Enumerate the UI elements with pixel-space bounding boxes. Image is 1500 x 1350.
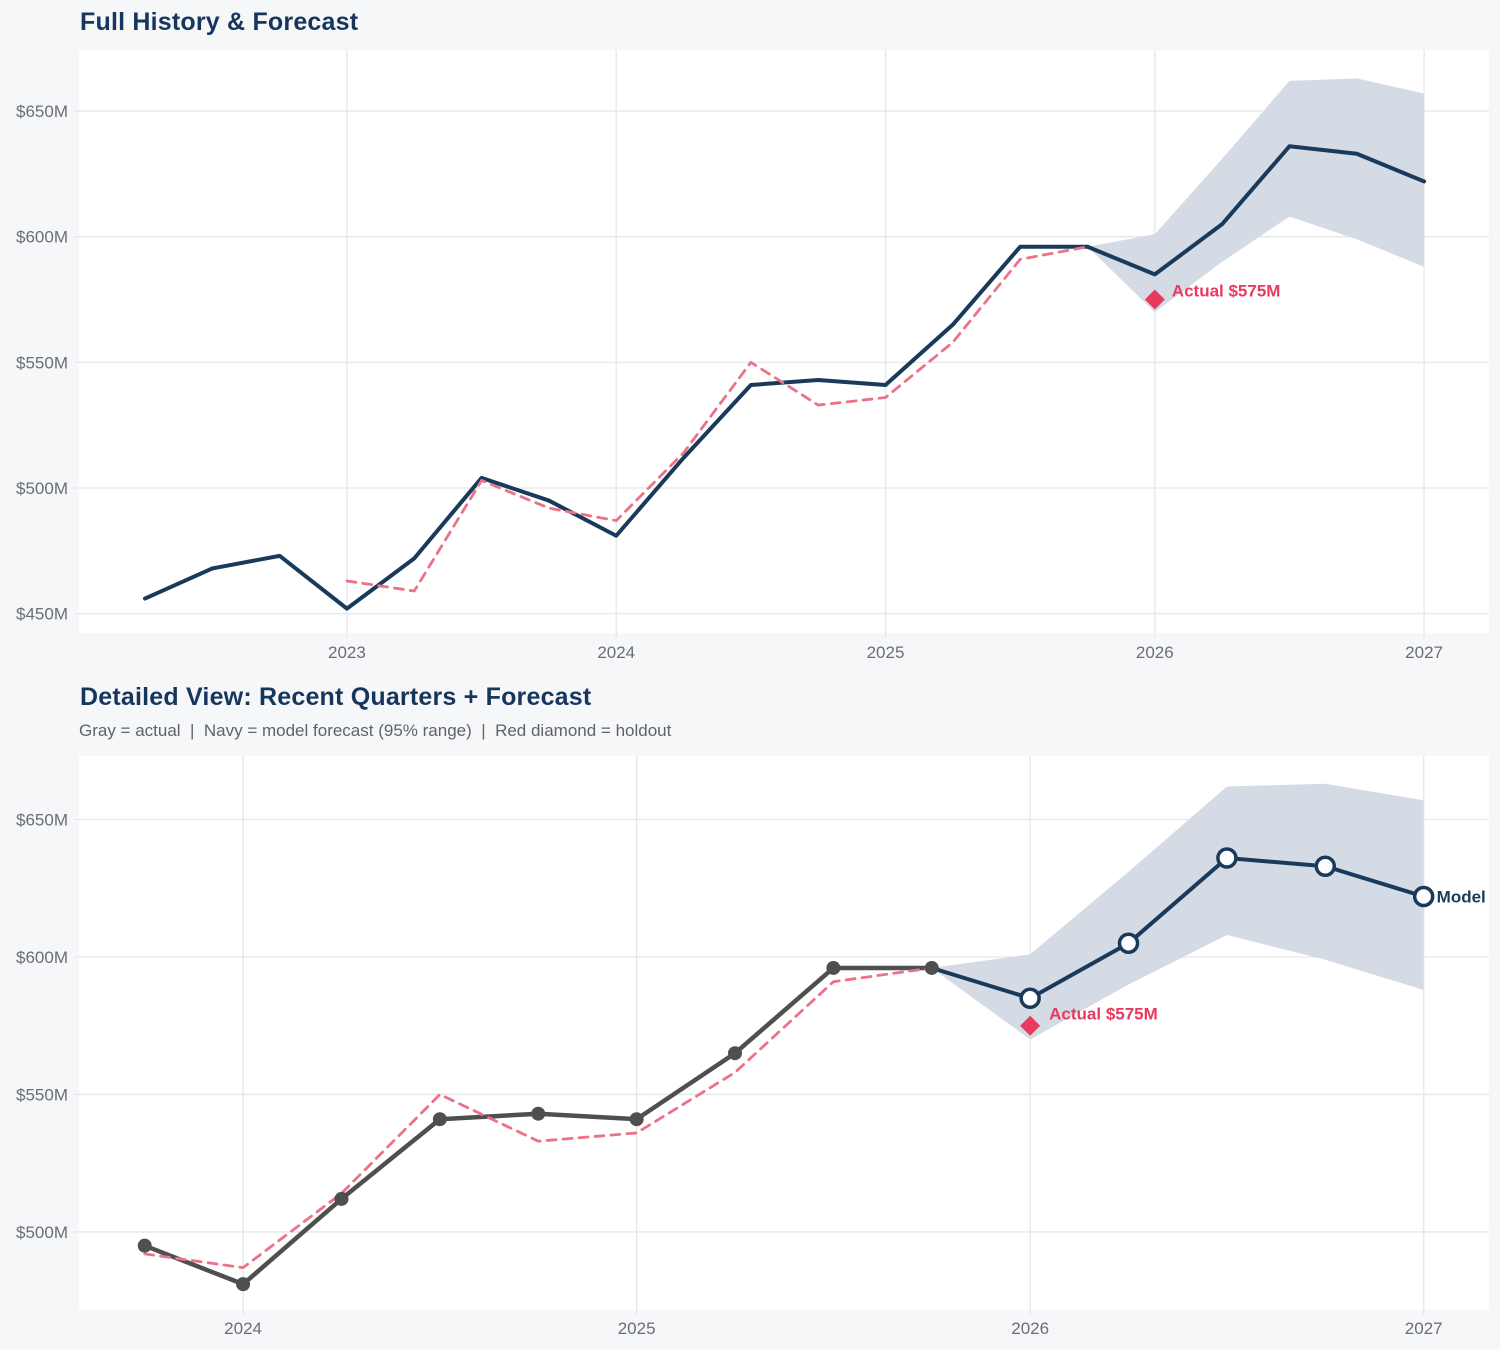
holdout-annotation: Actual $575M <box>1172 282 1281 301</box>
model-fit-line <box>143 966 934 1270</box>
actual-point-marker <box>728 1046 743 1061</box>
actual-point-marker <box>236 1277 251 1292</box>
forecast-point-marker <box>1314 855 1337 878</box>
model-forecast-line <box>929 856 1426 1001</box>
x-axis-labels: 2023 2024 2025 2026 2027 <box>328 643 1443 662</box>
confidence-band <box>931 783 1424 1040</box>
model-label: Model <box>1437 887 1486 906</box>
forecast-point-marker <box>1019 987 1041 1009</box>
holdout-diamond <box>1020 1015 1041 1036</box>
gridlines <box>74 50 1489 638</box>
y-tick-label: $550M <box>16 353 68 372</box>
x-tick-label: 2024 <box>224 1319 262 1338</box>
detailed-recent-forecast-chart: $650M $600M $550M $500M 2024 2025 2026 2027 Actu… <box>16 756 1489 1338</box>
confidence-band <box>1087 78 1425 313</box>
x-tick-label: 2026 <box>1011 1319 1049 1338</box>
actual-history-line <box>142 244 1090 611</box>
holdout-annotation: Actual $575M <box>1049 1005 1158 1024</box>
y-tick-label: $450M <box>16 605 68 624</box>
model-fit-line <box>345 245 1089 593</box>
actual-point-marker <box>924 960 939 975</box>
actual-point-marker <box>432 1112 447 1127</box>
holdout-diamond <box>1144 289 1165 310</box>
y-tick-label: $550M <box>16 1085 68 1104</box>
actual-point-marker <box>137 1238 152 1253</box>
y-tick-label: $500M <box>16 479 68 498</box>
actual-point-marker <box>531 1106 546 1121</box>
x-tick-label: 2027 <box>1405 1319 1443 1338</box>
y-tick-label: $500M <box>16 1223 68 1242</box>
actual-point-marker <box>629 1112 644 1127</box>
y-axis-labels: $650M $600M $550M $500M <box>16 811 68 1242</box>
y-tick-label: $600M <box>16 948 68 967</box>
x-axis-labels: 2024 2025 2026 2027 <box>224 1319 1442 1338</box>
actual-point-marker <box>334 1191 349 1206</box>
x-tick-label: 2024 <box>597 643 635 662</box>
x-tick-label: 2027 <box>1405 643 1443 662</box>
chart-legend-subtitle: Gray = actual | Navy = model forecast (9… <box>79 721 672 740</box>
model-forecast-line <box>1085 144 1427 277</box>
x-tick-label: 2025 <box>618 1319 656 1338</box>
forecast-point-marker <box>1117 932 1140 954</box>
x-tick-label: 2025 <box>867 643 905 662</box>
gridlines <box>74 756 1489 1315</box>
y-tick-label: $600M <box>16 228 68 247</box>
actual-point-marker <box>826 960 841 975</box>
x-tick-label: 2026 <box>1136 643 1174 662</box>
y-tick-label: $650M <box>16 811 68 830</box>
y-tick-label: $650M <box>16 102 68 121</box>
forecast-point-marker <box>1216 847 1238 869</box>
y-axis-labels: $650M $600M $550M $500M $450M <box>16 102 68 624</box>
x-tick-label: 2023 <box>328 643 366 662</box>
chart-title-full-history: Full History & Forecast <box>80 8 359 36</box>
chart-title-detailed-view: Detailed View: Recent Quarters + Forecas… <box>80 683 592 711</box>
forecast-point-marker <box>1412 885 1435 908</box>
